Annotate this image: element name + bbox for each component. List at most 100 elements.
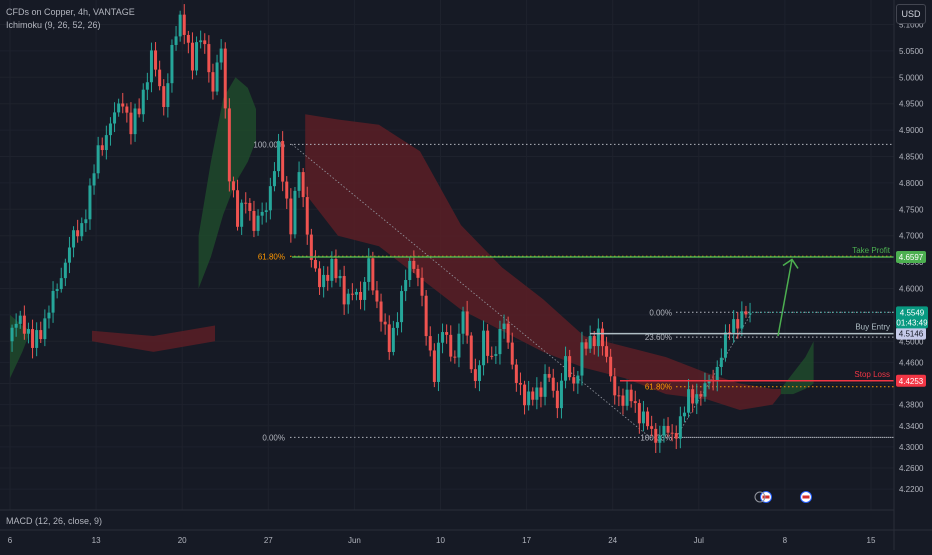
candle-body — [449, 334, 453, 357]
x-tick-label: 24 — [608, 536, 617, 545]
candle-body — [35, 330, 39, 348]
candle-body — [379, 301, 383, 322]
candle-body — [687, 389, 691, 413]
candle-body — [518, 382, 522, 385]
y-tick-label: 5.1000 — [899, 20, 924, 29]
candle-body — [272, 171, 276, 187]
candle-body — [59, 278, 63, 290]
candle-body — [555, 390, 559, 409]
candle-body — [289, 198, 293, 235]
candle-body — [326, 274, 330, 281]
buy-entry-label: Buy Entry — [855, 323, 890, 332]
candle-body — [268, 186, 272, 211]
candle-body — [605, 346, 609, 357]
stop-loss-price-tag-text: 4.4253 — [899, 377, 924, 386]
take-profit-price-tag-text: 4.6597 — [899, 253, 924, 262]
candle-body — [10, 327, 14, 342]
candle-body — [297, 172, 301, 191]
candle-body — [207, 44, 211, 73]
candle-body — [285, 181, 289, 199]
y-tick-label: 4.5000 — [899, 337, 924, 346]
candle-body — [178, 14, 182, 37]
candle-body — [117, 103, 121, 113]
candle-body — [568, 356, 572, 378]
candle-body — [223, 48, 227, 109]
currency-button[interactable]: USD — [896, 4, 926, 24]
candle-body — [108, 123, 112, 136]
candle-body — [572, 377, 576, 384]
candle-body — [666, 425, 670, 433]
ichimoku-legend[interactable]: Ichimoku (9, 26, 52, 26) — [6, 20, 101, 30]
candle-body — [625, 389, 629, 406]
candle-body — [387, 324, 391, 353]
candle-body — [141, 89, 145, 115]
candle-body — [543, 374, 547, 397]
candle-body — [43, 318, 47, 340]
candle-body — [670, 432, 674, 434]
y-tick-label: 4.3400 — [899, 422, 924, 431]
y-tick-label: 4.2600 — [899, 464, 924, 473]
candle-body — [559, 380, 563, 409]
candle-body — [346, 293, 350, 305]
candle-body — [51, 290, 55, 313]
candle-body — [195, 42, 199, 71]
y-tick-label: 4.6000 — [899, 285, 924, 294]
y-tick-label: 4.3800 — [899, 401, 924, 410]
candle-body — [125, 106, 129, 113]
candle-body — [367, 258, 371, 282]
y-tick-label: 4.7000 — [899, 232, 924, 241]
candle-body — [490, 355, 494, 357]
y-tick-label: 5.0000 — [899, 73, 924, 82]
candle-body — [55, 289, 59, 291]
symbol-title[interactable]: CFDs on Copper, 4h, VANTAGE — [6, 7, 135, 17]
last-price-value: 4.5549 — [900, 308, 925, 317]
candle-body — [219, 48, 223, 63]
flag-stripe-icon — [802, 495, 810, 499]
stop-loss-price-tag — [896, 374, 926, 387]
event-group-icon[interactable] — [754, 491, 766, 503]
candle-body — [14, 323, 18, 328]
candle-body — [441, 332, 445, 343]
candle-body — [461, 311, 465, 334]
candle-body — [400, 291, 404, 323]
candle-body — [408, 260, 412, 281]
candle-body — [158, 69, 162, 87]
candle-body — [707, 379, 711, 384]
candle-body — [391, 327, 395, 353]
candle-body — [88, 185, 92, 220]
candle-body — [104, 135, 108, 151]
candle-body — [641, 411, 645, 424]
candle-body — [96, 145, 100, 174]
candle-body — [682, 412, 686, 417]
candle-body — [199, 40, 203, 43]
candle-body — [732, 319, 736, 333]
candle-body — [121, 103, 125, 107]
x-tick-label: 13 — [92, 536, 101, 545]
candle-body — [514, 364, 518, 383]
candle-body — [145, 82, 149, 90]
x-tick-label: 6 — [8, 536, 13, 545]
candle-body — [699, 394, 703, 397]
buy-entry-price-tag-text: 4.5146 — [899, 330, 924, 339]
candle-body — [748, 313, 752, 315]
candle-body — [576, 375, 580, 384]
candle-body — [80, 223, 84, 237]
y-tick-label: 4.7500 — [899, 205, 924, 214]
candle-body — [527, 391, 531, 406]
candle-body — [248, 203, 252, 211]
candle-body — [137, 108, 141, 115]
ichimoku-cloud-bear — [305, 114, 781, 410]
candle-body — [609, 356, 613, 377]
candle-body — [539, 387, 543, 397]
candle-body — [281, 140, 285, 182]
macd-legend[interactable]: MACD (12, 26, close, 9) — [6, 516, 103, 526]
candle-body — [322, 274, 326, 288]
candle-body — [174, 36, 178, 45]
candle-body — [215, 62, 219, 92]
fib-level-label: 0.00% — [262, 433, 285, 442]
candle-body — [149, 50, 153, 83]
candle-body — [309, 234, 313, 260]
candle-body — [510, 342, 514, 365]
